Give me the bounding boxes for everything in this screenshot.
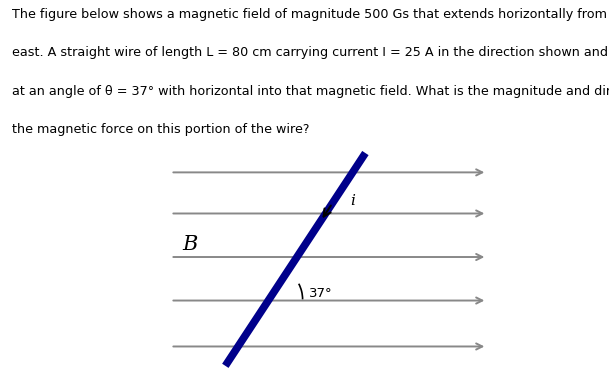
Text: The figure below shows a magnetic field of magnitude 500 Gs that extends horizon: The figure below shows a magnetic field …: [12, 8, 609, 21]
Text: B: B: [183, 235, 198, 254]
Text: at an angle of θ = 37° with horizontal into that magnetic field. What is the mag: at an angle of θ = 37° with horizontal i…: [12, 85, 609, 98]
Text: the magnetic force on this portion of the wire?: the magnetic force on this portion of th…: [12, 123, 310, 136]
Text: east. A straight wire of length L = 80 cm carrying current I = 25 A in the direc: east. A straight wire of length L = 80 c…: [12, 46, 609, 59]
Text: i: i: [351, 194, 356, 208]
Text: 37°: 37°: [309, 287, 333, 300]
